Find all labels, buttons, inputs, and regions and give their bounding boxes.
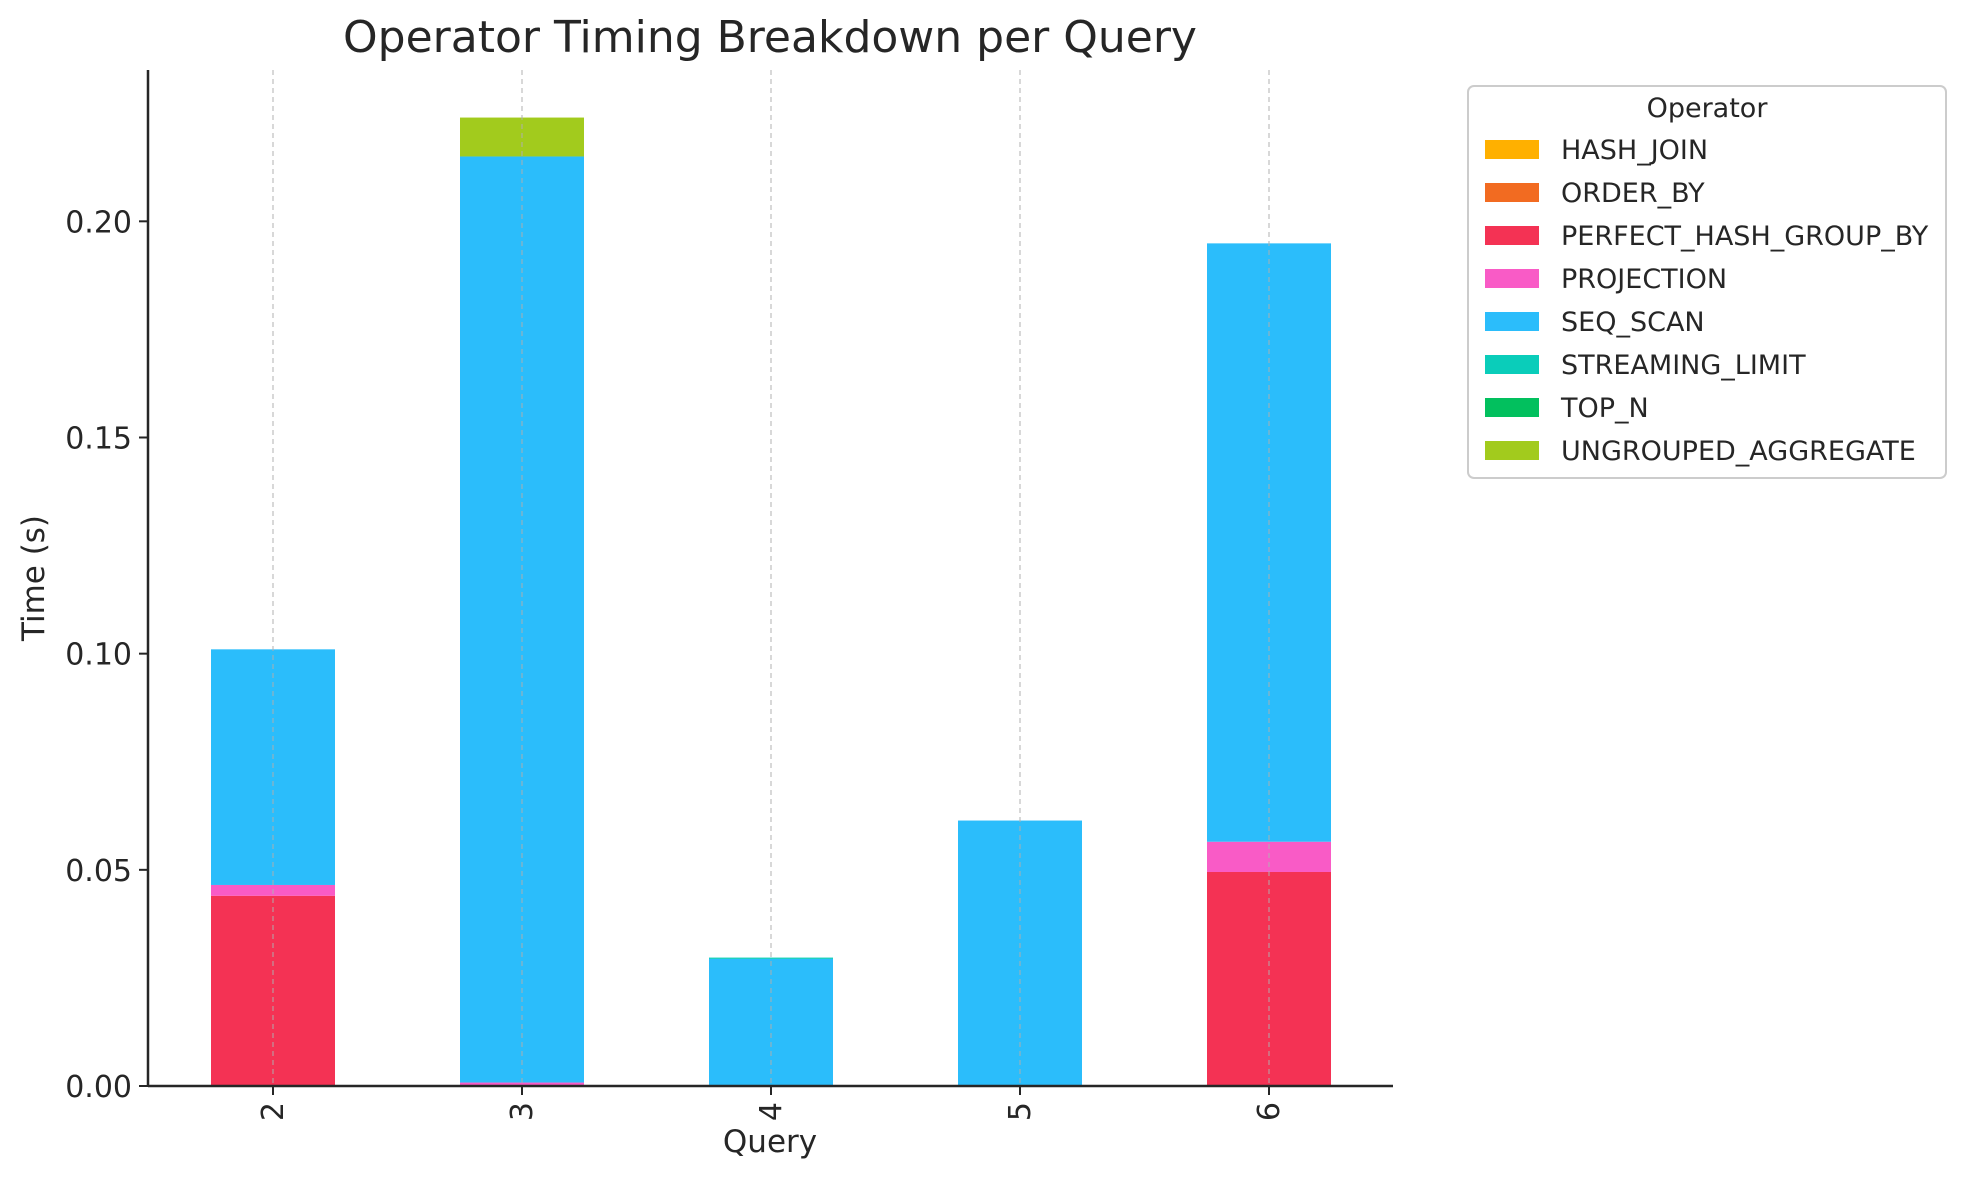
legend-swatch-hash-join [1485, 140, 1539, 159]
legend-title: Operator [1647, 93, 1769, 124]
legend-swatch-streaming-limit [1485, 355, 1539, 374]
x-tick-label-5: 5 [1003, 1102, 1038, 1121]
x-tick-label-6: 6 [1252, 1102, 1287, 1121]
bar-segment-q3-projection [460, 1082, 584, 1086]
legend-swatch-ungrouped-aggregate [1485, 441, 1539, 460]
legend-swatch-projection [1485, 269, 1539, 288]
legend-label-streaming-limit: STREAMING_LIMIT [1561, 350, 1806, 381]
x-tick-label-4: 4 [754, 1102, 789, 1121]
legend-label-projection: PROJECTION [1561, 264, 1727, 295]
legend-label-perfect-hash-group-by: PERFECT_HASH_GROUP_BY [1561, 221, 1929, 252]
legend-label-ungrouped-aggregate: UNGROUPED_AGGREGATE [1561, 436, 1916, 467]
legend-label-seq-scan: SEQ_SCAN [1561, 307, 1705, 338]
legend-swatch-seq-scan [1485, 312, 1539, 331]
bar-segment-q4-seq-scan [709, 958, 833, 1086]
y-tick-label-4: 0.20 [65, 205, 132, 240]
y-tick-label-1: 0.05 [65, 854, 132, 889]
legend-label-top-n: TOP_N [1560, 393, 1649, 424]
x-axis-label: Query [723, 1124, 817, 1160]
legend-swatch-perfect-hash-group-by [1485, 226, 1539, 245]
y-tick-label-3: 0.15 [65, 421, 132, 456]
y-tick-label-0: 0.00 [65, 1070, 132, 1105]
ticks-layer: 0.00 0.05 0.10 0.15 0.20 2 3 4 5 6 [65, 205, 1287, 1121]
bar-segment-q4-streaming-limit [709, 957, 833, 959]
legend-swatch-top-n [1485, 398, 1539, 417]
x-tick-label-3: 3 [505, 1102, 540, 1121]
y-tick-label-2: 0.10 [65, 638, 132, 673]
legend-label-order-by: ORDER_BY [1561, 178, 1705, 209]
chart-title: Operator Timing Breakdown per Query [343, 12, 1197, 63]
legend: Operator HASH_JOIN ORDER_BY PERFECT_HASH_G… [1467, 85, 1947, 479]
vgrid-layer [272, 70, 1270, 1086]
x-tick-label-2: 2 [256, 1102, 291, 1121]
legend-swatch-order-by [1485, 183, 1539, 202]
y-axis-label: Time (s) [16, 515, 52, 642]
legend-label-hash-join: HASH_JOIN [1561, 135, 1708, 166]
legend-frame [1467, 85, 1947, 479]
